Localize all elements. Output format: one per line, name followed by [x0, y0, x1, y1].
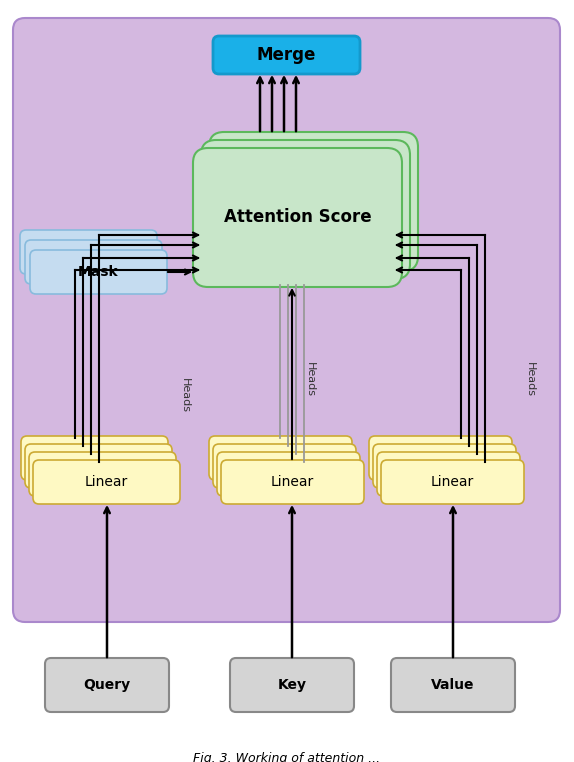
- FancyBboxPatch shape: [13, 18, 560, 622]
- FancyBboxPatch shape: [25, 240, 162, 284]
- Text: Heads: Heads: [180, 377, 190, 412]
- Text: Key: Key: [277, 678, 307, 692]
- FancyBboxPatch shape: [213, 36, 360, 74]
- Text: Mask: Mask: [78, 265, 119, 279]
- FancyBboxPatch shape: [29, 452, 176, 496]
- FancyBboxPatch shape: [201, 140, 410, 279]
- Text: Heads: Heads: [525, 363, 535, 398]
- Text: Linear: Linear: [85, 475, 128, 489]
- FancyBboxPatch shape: [33, 460, 180, 504]
- Text: Value: Value: [431, 678, 475, 692]
- Text: Merge: Merge: [257, 46, 316, 64]
- Text: Linear: Linear: [271, 475, 314, 489]
- FancyBboxPatch shape: [381, 460, 524, 504]
- FancyBboxPatch shape: [21, 436, 168, 480]
- FancyBboxPatch shape: [209, 436, 352, 480]
- FancyBboxPatch shape: [394, 661, 512, 712]
- FancyBboxPatch shape: [20, 230, 157, 274]
- Text: Attention Score: Attention Score: [224, 209, 371, 226]
- FancyBboxPatch shape: [30, 250, 167, 294]
- Text: Query: Query: [83, 678, 130, 692]
- FancyBboxPatch shape: [373, 444, 516, 488]
- FancyBboxPatch shape: [233, 661, 351, 712]
- Text: Heads: Heads: [305, 363, 315, 398]
- FancyBboxPatch shape: [377, 452, 520, 496]
- FancyBboxPatch shape: [221, 460, 364, 504]
- FancyBboxPatch shape: [391, 658, 515, 712]
- FancyBboxPatch shape: [217, 452, 360, 496]
- FancyBboxPatch shape: [369, 436, 512, 480]
- FancyBboxPatch shape: [230, 658, 354, 712]
- FancyBboxPatch shape: [25, 444, 172, 488]
- Text: Linear: Linear: [431, 475, 474, 489]
- FancyBboxPatch shape: [213, 444, 356, 488]
- FancyBboxPatch shape: [45, 658, 169, 712]
- FancyBboxPatch shape: [209, 132, 418, 271]
- FancyBboxPatch shape: [193, 148, 402, 287]
- Text: Fig. 3. Working of attention ...: Fig. 3. Working of attention ...: [193, 752, 381, 762]
- FancyBboxPatch shape: [48, 661, 166, 712]
